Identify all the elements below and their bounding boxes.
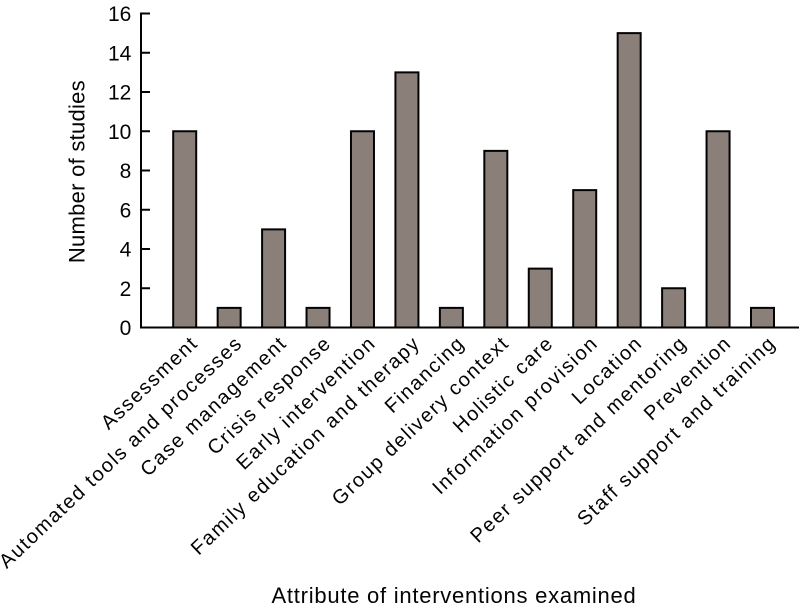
- svg-text:10: 10: [108, 121, 131, 144]
- svg-text:16: 16: [108, 3, 131, 26]
- svg-text:12: 12: [108, 82, 131, 105]
- svg-text:6: 6: [120, 199, 132, 222]
- svg-text:0: 0: [120, 317, 132, 340]
- svg-text:14: 14: [108, 42, 132, 65]
- svg-text:2: 2: [120, 278, 132, 301]
- svg-text:4: 4: [120, 239, 132, 262]
- svg-text:Attribute of interventions exa: Attribute of interventions examined: [272, 583, 637, 608]
- svg-text:8: 8: [120, 160, 132, 183]
- svg-text:Number of studies: Number of studies: [65, 80, 90, 263]
